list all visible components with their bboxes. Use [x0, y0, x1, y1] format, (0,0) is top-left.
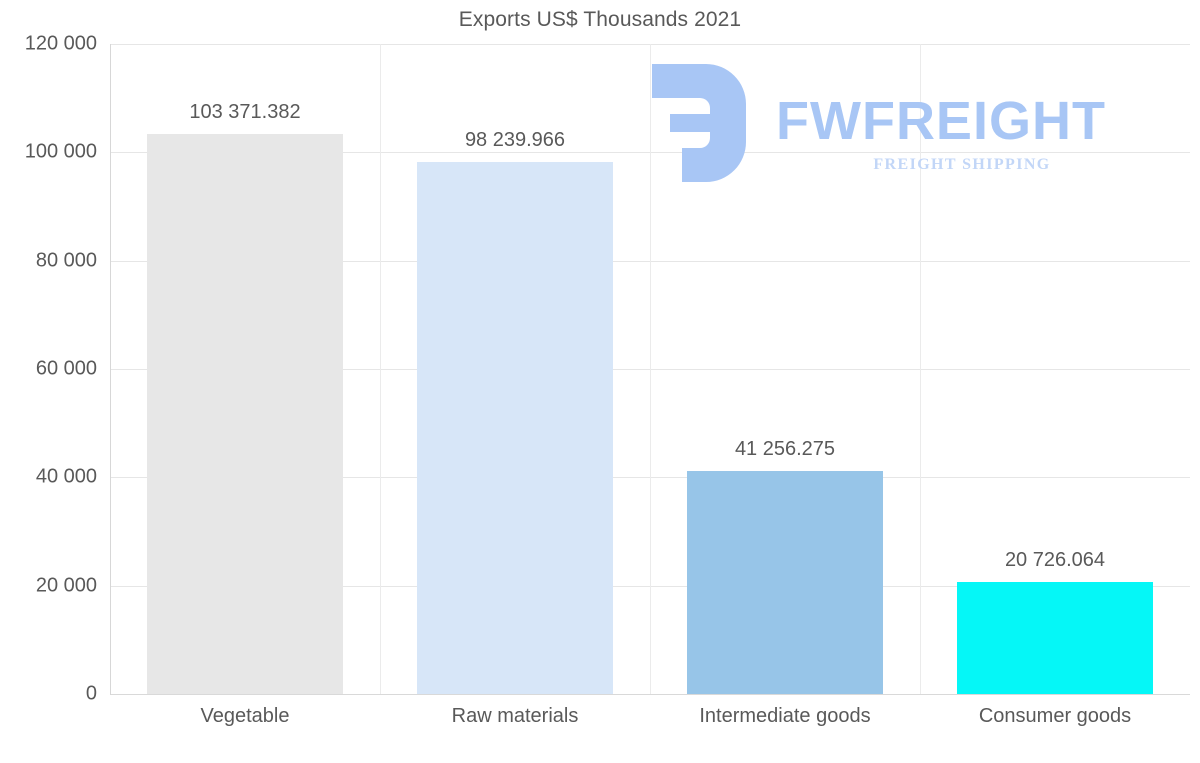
y-axis-tick-label: 120 000	[24, 32, 97, 55]
y-axis-line	[110, 44, 111, 695]
y-axis-tick-label: 80 000	[35, 249, 97, 272]
y-axis-tick-label: 100 000	[24, 140, 97, 163]
bar-value-label: 103 371.382	[189, 101, 301, 124]
gridline-vertical	[920, 44, 921, 694]
gridline-vertical	[380, 44, 381, 694]
gridline-vertical	[650, 44, 651, 694]
bar-value-label: 20 726.064	[1004, 548, 1106, 571]
y-axis-tick-label: 40 000	[35, 465, 97, 488]
bar-consumer-goods[interactable]	[957, 581, 1153, 694]
bar-value-label: 98 239.966	[464, 128, 566, 151]
chart-title: Exports US$ Thousands 2021	[458, 8, 742, 31]
bar-raw-materials[interactable]	[417, 161, 613, 694]
x-axis-tick-label: Intermediate goods	[699, 705, 871, 727]
y-axis-tick-label: 20 000	[35, 574, 97, 597]
bar-vegetable[interactable]	[147, 134, 343, 694]
x-axis-tick-label: Raw materials	[451, 705, 579, 727]
gridline-horizontal	[110, 694, 1190, 695]
y-axis-tick-label: 0	[85, 682, 97, 705]
plot-area	[110, 44, 1190, 695]
x-axis-tick-label: Consumer goods	[978, 705, 1132, 727]
bar-value-label: 41 256.275	[734, 437, 836, 460]
x-axis-tick-label: Vegetable	[200, 705, 290, 727]
y-axis-tick-label: 60 000	[35, 357, 97, 380]
bar-intermediate-goods[interactable]	[687, 470, 883, 694]
